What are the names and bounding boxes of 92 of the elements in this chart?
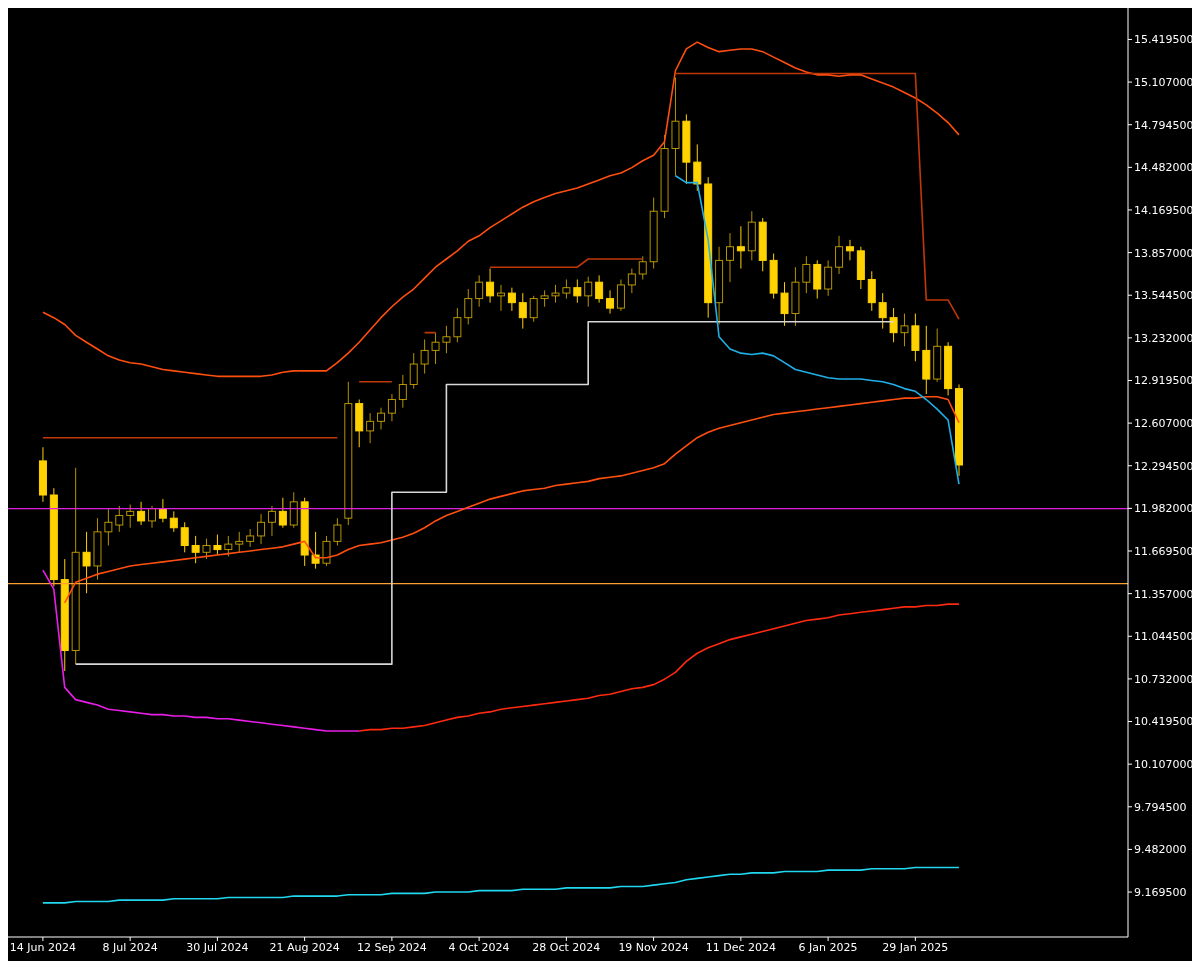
candlestick [507, 287, 516, 312]
y-tick-label: 14.169500 [1134, 203, 1194, 217]
x-tick-label: 14 Jun 2024 [9, 940, 76, 954]
candlestick [115, 505, 124, 533]
candlestick [584, 276, 593, 308]
x-tick-label: 30 Jul 2024 [186, 940, 249, 954]
y-tick-label: 15.419500 [1134, 33, 1194, 47]
candlestick [409, 352, 418, 390]
y-tick-label: 12.919500 [1134, 374, 1194, 388]
candlestick [486, 268, 495, 304]
candlestick [453, 307, 462, 343]
candlestick [606, 289, 615, 315]
candlestick [148, 505, 156, 529]
candlestick [387, 393, 396, 422]
y-tick-label: 11.357000 [1134, 587, 1194, 601]
y-tick-label: 10.419500 [1134, 715, 1194, 729]
candlestick [180, 521, 189, 553]
line-series [42, 569, 360, 732]
candlestick [878, 292, 887, 330]
candlestick [333, 517, 342, 546]
x-tick-label: 8 Jul 2024 [102, 940, 158, 954]
y-tick-label: 14.482000 [1134, 161, 1194, 175]
candlestick [616, 278, 625, 312]
x-tick-label: 21 Aug 2024 [269, 940, 340, 954]
y-tick-label: 15.107000 [1134, 75, 1194, 89]
candlestick [431, 332, 440, 365]
candlestick [202, 538, 211, 560]
candlestick [322, 535, 331, 567]
candlestick [835, 235, 844, 275]
candlestick [475, 274, 484, 308]
candlestick [518, 292, 527, 330]
candlestick [824, 259, 833, 297]
y-tick-label: 11.669500 [1134, 544, 1194, 558]
candlestick [169, 510, 178, 533]
candlestick [802, 255, 811, 294]
y-tick-label: 12.607000 [1134, 417, 1194, 431]
candlestick [398, 374, 407, 409]
y-tick-label: 11.044500 [1134, 630, 1194, 644]
candlestick [267, 505, 276, 537]
candlestick [845, 239, 854, 261]
candlestick [496, 284, 505, 312]
y-tick-label: 12.294500 [1134, 459, 1194, 473]
candlestick [289, 491, 298, 529]
y-tick-label: 9.794500 [1134, 800, 1187, 814]
candlestick [82, 531, 91, 594]
candlestick [726, 232, 734, 283]
candlestick [191, 535, 200, 564]
line-series [42, 41, 960, 378]
y-tick-label: 13.232000 [1134, 331, 1194, 345]
candlestick [889, 307, 898, 343]
x-tick-label: 4 Oct 2024 [448, 940, 510, 954]
candlestick [900, 313, 909, 347]
candlestick [366, 412, 375, 444]
x-tick-label: 6 Jan 2025 [798, 940, 858, 954]
candlestick [278, 497, 287, 529]
candlestick [224, 535, 233, 557]
candlestick [464, 288, 473, 325]
candlestick [780, 281, 789, 327]
x-tick-label: 29 Jan 2025 [882, 940, 949, 954]
y-tick-label: 11.982000 [1134, 502, 1194, 516]
candlestick [562, 278, 571, 300]
candlestick [638, 255, 647, 280]
candlestick [235, 531, 244, 553]
x-tick-label: 12 Sep 2024 [357, 940, 427, 954]
candlestick [126, 504, 135, 529]
candlestick [158, 498, 167, 523]
y-tick-label: 9.169500 [1134, 885, 1187, 899]
y-tick-label: 14.794500 [1134, 118, 1194, 132]
candlestick [137, 501, 146, 526]
candlestick [377, 407, 386, 431]
x-tick-label: 28 Oct 2024 [532, 940, 601, 954]
y-tick-label: 10.107000 [1134, 758, 1194, 772]
y-tick-label: 13.857000 [1134, 246, 1194, 260]
x-tick-label: 11 Dec 2024 [705, 940, 776, 954]
candlestick [442, 325, 451, 354]
y-tick-label: 10.732000 [1134, 672, 1194, 686]
candlestick [595, 274, 604, 304]
candlestick [104, 508, 113, 546]
candlestick [257, 513, 266, 545]
candlestick [736, 225, 745, 270]
candlestick [529, 295, 538, 323]
line-series [63, 395, 960, 604]
candlestick [420, 338, 429, 375]
line-series [358, 603, 960, 732]
x-tick-label: 19 Nov 2024 [618, 940, 689, 954]
y-tick-label: 9.482000 [1134, 843, 1187, 857]
line-series [42, 866, 960, 904]
candlestick [213, 534, 222, 556]
candlestick [867, 270, 876, 312]
y-tick-label: 13.544500 [1134, 289, 1194, 303]
candlestick [627, 268, 636, 294]
candlestick [573, 278, 582, 304]
